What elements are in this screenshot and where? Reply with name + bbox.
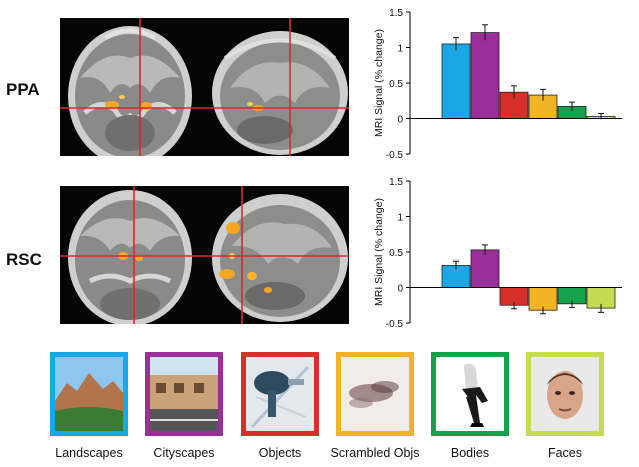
y-tick-label: 1: [397, 213, 403, 224]
y-axis-label: MRI Signal (% change): [373, 29, 385, 137]
y-tick-label: 0: [397, 284, 403, 295]
thumbnail-objects: [241, 352, 319, 436]
mri-panel-ppa: [60, 18, 349, 156]
y-tick-label: 1.5: [389, 177, 403, 188]
coronal-brain-slice: [68, 190, 192, 324]
sagittal-brain-slice: [212, 31, 348, 155]
row-label-rsc: RSC: [6, 250, 42, 269]
thumbnail-bodies: [431, 352, 509, 436]
y-tick-label: 0: [397, 115, 403, 126]
caption-landscapes: Landscapes: [55, 446, 123, 460]
bar-cityscapes: [470, 249, 500, 288]
y-tick-label: -0.5: [386, 319, 404, 330]
y-axis-label: MRI Signal (% change): [373, 198, 385, 306]
chart-axes: -0.5 0 0.5 1 1.5: [386, 177, 411, 330]
chart-axes: -0.5 0 0.5 1 1.5: [386, 8, 411, 161]
mri-panel-rsc: [60, 186, 349, 324]
y-tick-label: 0.5: [389, 248, 403, 259]
caption-objects: Objects: [258, 446, 302, 460]
y-tick-label: 1: [397, 44, 403, 55]
caption-bodies: Bodies: [450, 446, 490, 460]
y-tick-label: 0.5: [389, 79, 403, 90]
bar-chart-rsc: -0.5 0 0.5 1 1.5 MRI Signal (% change): [368, 173, 628, 338]
caption-scrambled-objs: Scrambled Objs: [330, 446, 420, 460]
row-label-ppa: PPA: [6, 80, 40, 99]
thumbnail-cityscapes: [145, 352, 223, 436]
bar-chart-ppa: -0.5 0 0.5 1 1.5 MRI Signal (% change): [368, 4, 628, 169]
thumbnail-faces: [526, 352, 604, 436]
bar-landscapes: [441, 43, 471, 119]
crosshair-lines: [60, 18, 349, 156]
bars: [441, 244, 616, 315]
caption-faces: Faces: [547, 446, 583, 460]
y-tick-label: 1.5: [389, 8, 403, 19]
caption-cityscapes: Cityscapes: [153, 446, 215, 460]
y-tick-label: -0.5: [386, 150, 404, 161]
thumbnail-scrambled-objs: [336, 352, 414, 436]
bars: [441, 24, 616, 120]
crosshair-lines: [60, 186, 349, 324]
bar-cityscapes: [470, 32, 500, 119]
activation-blobs: [118, 222, 272, 293]
sagittal-brain-slice: [212, 194, 348, 322]
coronal-brain-slice: [68, 26, 192, 156]
thumbnail-landscapes: [50, 352, 128, 436]
